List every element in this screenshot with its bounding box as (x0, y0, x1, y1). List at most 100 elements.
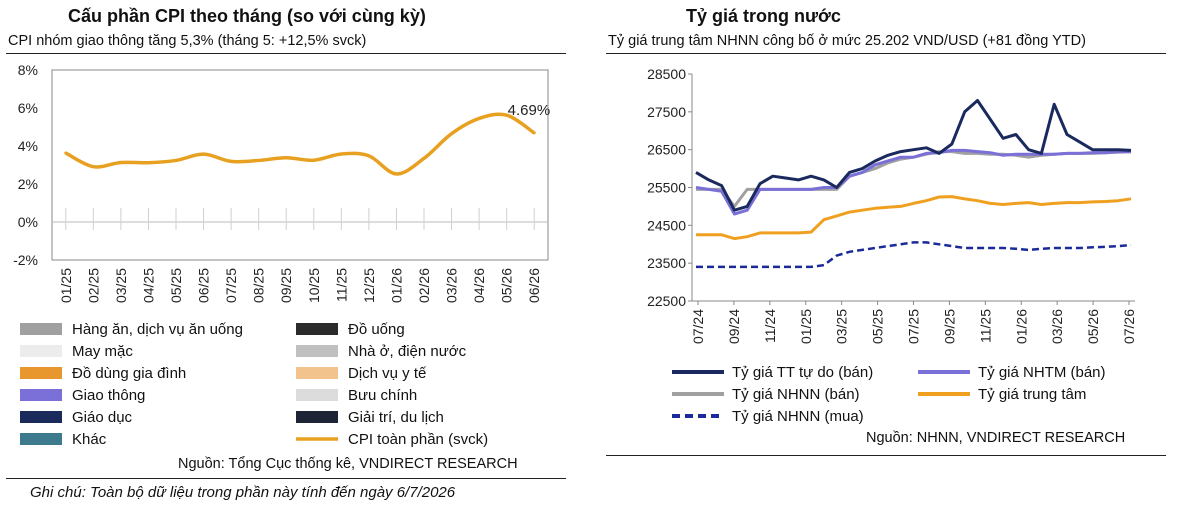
fx-x-tick-label: 11/25 (977, 309, 993, 343)
cpi-y-tick-label: 4% (18, 138, 38, 154)
fx-x-tick-label: 03/25 (834, 309, 850, 344)
cpi-total-point (394, 172, 398, 176)
data-note: Ghi chú: Toàn bộ dữ liệu trong phần này … (30, 484, 456, 501)
fx-legend-label: Tỷ giá TT tự do (bán) (732, 364, 873, 381)
cpi-legend-label: Hàng ăn, dịch vụ ăn uống (72, 321, 243, 338)
cpi-total-point (532, 131, 536, 135)
cpi-x-tick-label: 03/25 (113, 268, 129, 303)
cpi-y-tick-label: 2% (18, 176, 38, 192)
fx-x-tick-label: 05/25 (870, 309, 886, 344)
fx-chart: 28500 27500 26500 25500 24500 23500 2250007/24… (647, 66, 1137, 425)
cpi-total-point (339, 152, 343, 156)
fx-series-line (696, 241, 1132, 269)
cpi-legend-label: Giải trí, du lịch (348, 409, 444, 426)
cpi-subtitle-divider (6, 53, 566, 54)
cpi-total-point (312, 158, 316, 162)
cpi-source-divider (6, 478, 566, 479)
fx-chart-subtitle: Tỷ giá trung tâm NHNN công bố ở mức 25.2… (608, 33, 1086, 49)
cpi-legend-label: CPI toàn phần (svck) (348, 431, 488, 448)
fx-x-tick-label: 07/24 (690, 309, 706, 344)
cpi-legend-label: Đồ uống (348, 321, 405, 338)
fx-y-tick-label: 28500 (647, 66, 686, 82)
cpi-legend-label: Đồ dùng gia đình (72, 365, 186, 382)
fx-x-tick-label: 07/26 (1121, 309, 1137, 344)
fx-series-line (695, 148, 1131, 216)
fx-x-tick-label: 01/26 (1013, 309, 1029, 344)
cpi-total-point (477, 116, 481, 120)
cpi-x-tick-label: 12/25 (361, 268, 377, 303)
cpi-total-point (257, 158, 261, 162)
cpi-total-point (174, 158, 178, 162)
cpi-plot-frame (51, 69, 549, 261)
fx-legend-label: Tỷ giá NHNN (mua) (732, 408, 864, 425)
cpi-x-tick-label: 03/26 (444, 268, 460, 303)
cpi-chart: 8% 6% 4% 2% 0% -2% 01/25 02/25 03/25 04/25 05/25 06… (13, 62, 550, 448)
cpi-x-tick-label: 01/25 (58, 268, 74, 303)
cpi-x-tick-label: 11/25 (333, 268, 349, 302)
fx-x-tick-label: 11/24 (762, 309, 778, 343)
cpi-total-line (64, 112, 536, 176)
cpi-chart-subtitle: CPI nhóm giao thông tăng 5,3% (tháng 5: … (8, 33, 367, 49)
cpi-chart-title: Cấu phần CPI theo tháng (so với cùng kỳ) (68, 6, 426, 26)
fx-x-tick-label: 07/25 (906, 309, 922, 344)
fx-chart-title: Tỷ giá trong nước (686, 6, 841, 26)
fx-legend-label: Tỷ giá trung tâm (978, 386, 1086, 403)
fx-y-tick-label: 23500 (647, 255, 686, 271)
cpi-total-point (284, 156, 288, 160)
fx-panel: Tỷ giá trong nước Tỷ giá trung tâm NHNN … (600, 0, 1180, 511)
cpi-y-tick-label: 6% (18, 100, 38, 116)
cpi-x-tick-label: 05/25 (168, 268, 184, 303)
cpi-source: Nguồn: Tổng Cục thống kê, VNDIRECT RESEA… (178, 456, 518, 472)
cpi-x-tick-label: 10/25 (306, 268, 322, 303)
cpi-legend-swatch (20, 433, 62, 445)
fx-series-line (695, 99, 1132, 212)
cpi-legend-swatch (296, 411, 338, 423)
fx-y-tick-label: 24500 (647, 217, 686, 233)
fx-y-tick-label: 25500 (647, 180, 686, 196)
cpi-legend-swatch (296, 367, 338, 379)
cpi-legend-swatch (296, 345, 338, 357)
fx-legend-label: Tỷ giá NHNN (bán) (732, 386, 860, 403)
cpi-legend-label: Giao thông (72, 387, 145, 404)
cpi-legend-swatch (296, 389, 338, 401)
cpi-x-tick-label: 09/25 (278, 268, 294, 303)
cpi-x-tick-label: 04/26 (471, 268, 487, 303)
cpi-x-tick-label: 08/25 (251, 268, 267, 303)
cpi-total-point (64, 151, 68, 155)
cpi-legend-swatch (20, 323, 62, 335)
cpi-legend-swatch (20, 389, 62, 401)
cpi-legend-swatch (20, 411, 62, 423)
cpi-total-point (367, 154, 371, 158)
cpi-total-point (202, 152, 206, 156)
cpi-x-tick-label: 01/26 (388, 268, 404, 303)
fx-x-tick-label: 09/24 (726, 309, 742, 344)
cpi-legend-label: Dịch vụ y tế (348, 365, 427, 382)
cpi-total-point (229, 159, 233, 163)
cpi-legend-label: Giáo dục (72, 409, 133, 426)
cpi-panel: Cấu phần CPI theo tháng (so với cùng kỳ)… (0, 0, 575, 511)
cpi-legend-swatch (296, 323, 338, 335)
cpi-x-tick-label: 06/26 (526, 268, 542, 303)
cpi-legend-label: Bưu chính (348, 387, 417, 404)
cpi-x-tick-label: 06/25 (196, 268, 212, 303)
cpi-x-tick-label: 07/25 (223, 268, 239, 303)
cpi-x-tick-label: 05/26 (499, 268, 515, 303)
cpi-x-tick-label: 04/25 (140, 268, 156, 303)
fx-source: Nguồn: NHNN, VNDIRECT RESEARCH (866, 430, 1126, 446)
fx-series-line (696, 150, 1132, 208)
cpi-total-point (422, 156, 426, 160)
cpi-total-point (91, 165, 95, 169)
fx-series-line (696, 195, 1132, 241)
fx-x-tick-label: 09/25 (941, 309, 957, 344)
cpi-total-point (146, 161, 150, 165)
cpi-y-tick-label: 0% (18, 214, 38, 230)
cpi-y-tick-label: -2% (13, 252, 38, 268)
fx-subtitle-divider (606, 53, 1166, 54)
fx-y-tick-label: 26500 (647, 142, 686, 158)
fx-legend-label: Tỷ giá NHTM (bán) (978, 364, 1106, 381)
cpi-total-point (119, 161, 123, 165)
fx-y-tick-label: 27500 (647, 104, 686, 120)
cpi-x-tick-label: 02/26 (416, 268, 432, 303)
fx-source-divider (606, 455, 1166, 456)
cpi-total-point (505, 113, 509, 117)
